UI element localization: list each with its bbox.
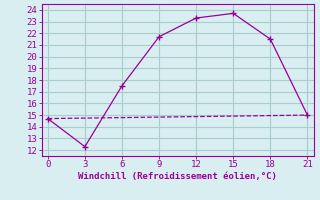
X-axis label: Windchill (Refroidissement éolien,°C): Windchill (Refroidissement éolien,°C)	[78, 172, 277, 181]
